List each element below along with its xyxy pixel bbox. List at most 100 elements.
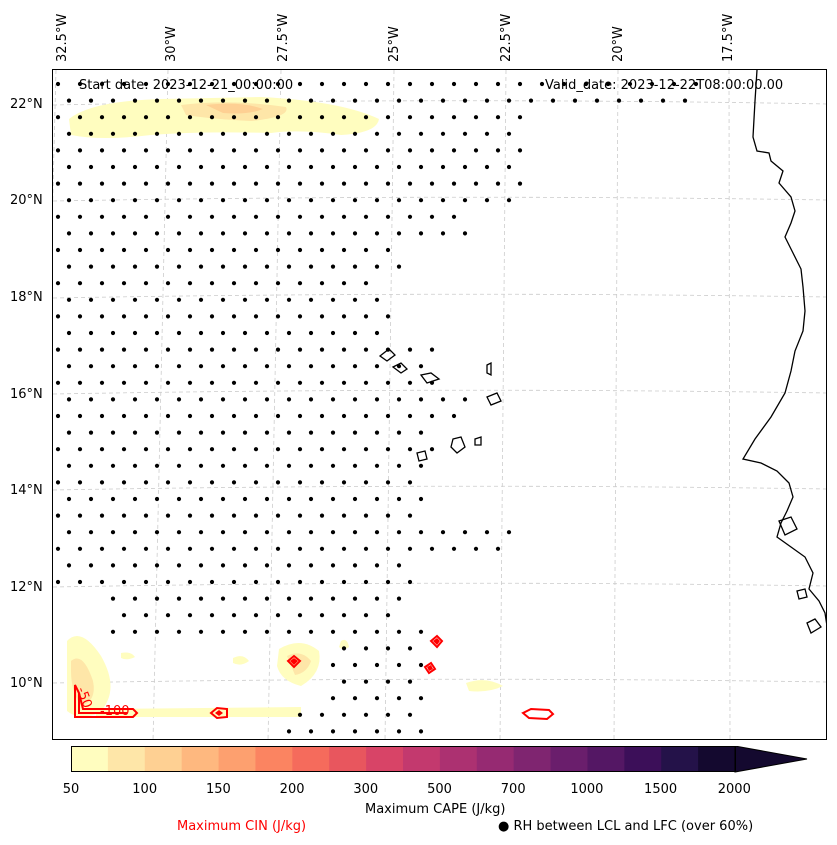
rh-dot [649, 81, 655, 87]
rh-dot [121, 314, 127, 319]
rh-dot [275, 81, 281, 87]
rh-dot [220, 198, 226, 203]
map-frame: -50 -100 [52, 69, 827, 740]
rh-dot [77, 579, 83, 585]
rh-dot [132, 397, 138, 402]
rh-dot [99, 181, 105, 186]
rh-dot [55, 347, 61, 352]
rh-dot [341, 81, 347, 87]
rh-dot [187, 579, 193, 585]
rh-dot [286, 563, 292, 568]
rh-dot [110, 198, 116, 203]
rh-dot [407, 214, 413, 219]
rh-dot [418, 629, 424, 634]
colorbar-tick-label: 100 [132, 782, 158, 797]
rh-dot [88, 264, 94, 269]
rh-dot [341, 281, 347, 286]
colorbar-cell [403, 746, 441, 772]
rh-dot [187, 181, 193, 186]
rh-dot [121, 380, 127, 385]
rh-dot [66, 198, 72, 203]
rh-dot [319, 413, 325, 419]
rh-dot [88, 98, 94, 103]
rh-dot [385, 413, 391, 419]
rh-dot [187, 380, 193, 385]
rh-dot [176, 563, 182, 568]
rh-dot [396, 430, 402, 435]
rh-dot [143, 513, 149, 518]
rh-dot [88, 164, 94, 170]
rh-dot [275, 148, 281, 153]
rh-dot [187, 613, 193, 618]
rh-dot [198, 131, 204, 136]
rh-dot [121, 81, 127, 87]
rh-dot [275, 480, 281, 485]
rh-dot [308, 463, 314, 468]
rh-dot [165, 115, 171, 120]
rh-dot [220, 397, 226, 402]
rh-dot [319, 480, 325, 485]
rh-dot [154, 596, 160, 601]
rh-dot [286, 330, 292, 336]
rh-dot [308, 530, 314, 535]
rh-dot [396, 397, 402, 402]
rh-dot [242, 496, 248, 502]
rh-dot [319, 579, 325, 585]
lon-label-30w: 30°W [164, 26, 179, 62]
rh-dot [308, 330, 314, 336]
start-date: Start date: 2023-12-21_00:00:00 [79, 78, 294, 93]
rh-dot [242, 430, 248, 435]
rh-dot [418, 463, 424, 468]
rh-dot [374, 629, 380, 634]
rh-dot [352, 231, 358, 236]
rh-dot [374, 563, 380, 568]
rh-dot [55, 214, 61, 219]
rh-dot [88, 563, 94, 568]
rh-dot [253, 413, 259, 419]
rh-dot [495, 81, 501, 87]
rh-dot [308, 164, 314, 170]
rh-dot [363, 413, 369, 419]
rh-dot [418, 696, 424, 701]
rh-dot [99, 314, 105, 319]
rh-dot [209, 480, 215, 485]
rh-legend-marker: ● [498, 819, 510, 834]
rh-dot [286, 463, 292, 468]
rh-dot [473, 148, 479, 153]
rh-dot [495, 148, 501, 153]
rh-dot [594, 98, 600, 103]
rh-dot [319, 712, 325, 717]
rh-dot [396, 563, 402, 568]
rh-dot [198, 164, 204, 170]
rh-dot [55, 579, 61, 585]
rh-dot [319, 81, 325, 87]
rh-dot [209, 214, 215, 219]
rh-dot [253, 281, 259, 286]
rh-dot [451, 115, 457, 120]
island-brava [474, 436, 482, 446]
rh-dot [121, 579, 127, 585]
rh-dot [231, 347, 237, 352]
island-sal [378, 348, 396, 362]
rh-dot [275, 347, 281, 352]
rh-dot [517, 148, 523, 153]
rh-dot [319, 447, 325, 452]
rh-dot [209, 447, 215, 452]
rh-dot [154, 463, 160, 468]
rh-dot [88, 530, 94, 535]
rh-dot [363, 613, 369, 618]
rh-dot [165, 380, 171, 385]
rh-dot [462, 164, 468, 170]
rh-dot [143, 380, 149, 385]
rh-dot [220, 297, 226, 302]
rh-dot [330, 297, 336, 302]
rh-dot [352, 330, 358, 336]
rh-dot [407, 181, 413, 186]
rh-dot [330, 98, 336, 103]
rh-dot [275, 281, 281, 286]
rh-dot [396, 696, 402, 701]
lon-label-22-5w: 22.5°W [499, 13, 514, 62]
rh-dot [297, 413, 303, 419]
rh-dot [341, 546, 347, 551]
rh-dot [451, 148, 457, 153]
